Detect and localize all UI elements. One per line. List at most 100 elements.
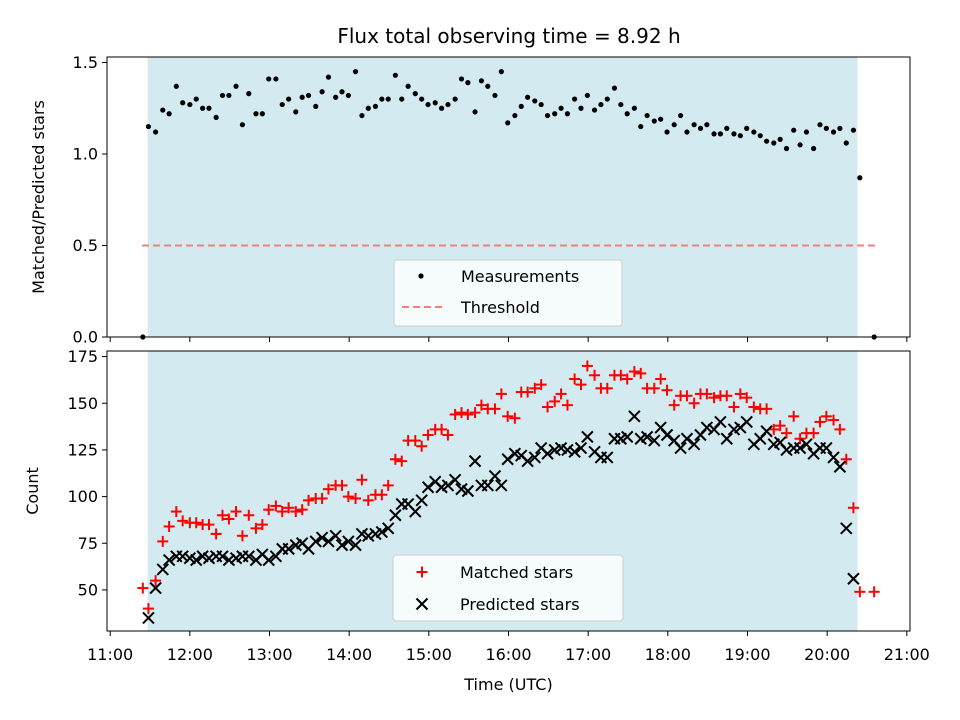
matched-star-point (436, 423, 448, 435)
legend-box (392, 554, 624, 622)
measurement-point (293, 109, 299, 115)
matched-star-point (142, 603, 154, 615)
matched-star-point (840, 453, 852, 465)
y-tick-label: 125 (67, 440, 98, 459)
measurement-point (830, 129, 837, 135)
predicted-star-point (242, 550, 256, 563)
matched-star-point (794, 433, 806, 445)
measurement-point (512, 112, 518, 119)
measurement-point (751, 129, 757, 135)
y-tick-label: 75 (78, 534, 98, 553)
matched-star-point (648, 382, 660, 394)
measurement-point (166, 111, 172, 117)
predicted-star-point (262, 553, 275, 567)
matched-star-point (688, 397, 700, 409)
measurement-point (313, 103, 319, 110)
matched-star-point (768, 423, 780, 435)
predicted-star-point (176, 550, 189, 563)
predicted-star-point (833, 460, 847, 473)
predicted-star-point (142, 611, 155, 625)
measurement-point (578, 105, 584, 111)
measurement-point (572, 96, 578, 102)
measurement-point (359, 112, 365, 119)
predicted-star-point (495, 479, 508, 492)
measurement-point (618, 101, 624, 108)
matched-star-point (150, 575, 162, 587)
measurement-point (791, 127, 797, 133)
measurement-point (757, 133, 763, 139)
ratio-panel-frame (106, 56, 911, 338)
measurement-point (319, 89, 325, 95)
matched-star-point (256, 519, 268, 531)
measurement-point (843, 140, 849, 146)
legend-label-matched: Matched stars (460, 563, 573, 582)
measurement-point (333, 94, 339, 100)
predicted-star-point (628, 410, 641, 423)
measurement-point (325, 74, 332, 80)
measurement-point (273, 76, 279, 82)
measurement-point (432, 100, 438, 106)
y-axis-label-ratio: Matched/Predicted stars (29, 100, 48, 294)
matched-star-point (382, 479, 394, 491)
measurement-point (279, 101, 285, 108)
predicted-star-point (461, 484, 475, 498)
x-axis-ticks: 11:00 12:00 13:00 14:00 15:00 16:00 17:00 18:00… (87, 631, 930, 664)
matched-star-point (502, 410, 514, 422)
x-tick-label: 14:00 (326, 645, 372, 664)
matched-star-point (217, 509, 229, 521)
predicted-star-point (488, 469, 502, 483)
ratio-panel: 0.0 0.5 1.0 1.5 Matched/Predicted stars Mea… (29, 53, 911, 347)
predicted-star-point (389, 509, 402, 522)
matched-star-point (535, 379, 547, 391)
measurement-point (299, 94, 305, 100)
measurement-point (717, 131, 724, 137)
y-axis-label-count: Count (23, 467, 42, 515)
measurement-point (505, 120, 511, 126)
predicted-star-point (680, 432, 694, 445)
matched-star-point (589, 369, 601, 381)
measurement-point (246, 91, 252, 97)
measurement-point (173, 83, 179, 89)
measurement-point (160, 107, 166, 113)
matched-star-point (276, 506, 288, 518)
predicted-star-point (315, 531, 329, 544)
measurement-point (385, 96, 391, 102)
predicted-star-point (322, 535, 335, 548)
predicted-star-point (847, 572, 860, 585)
measurement-point (803, 129, 810, 135)
matched-star-point (489, 403, 501, 415)
predicted-star-point (202, 551, 216, 565)
matched-star-point (376, 489, 388, 501)
matched-star-point (449, 408, 461, 420)
legend-label-measurements: Measurements (461, 267, 579, 286)
matched-star-point (808, 427, 820, 439)
x-tick-label: 19:00 (724, 645, 770, 664)
measurement-point (552, 111, 558, 117)
measurement-point (691, 122, 697, 128)
count-legend: Matched stars Predicted stars (392, 554, 624, 622)
matched-star-point (621, 373, 633, 385)
matched-star-point (728, 401, 740, 413)
measurement-point (452, 96, 458, 102)
measurement-point (797, 142, 803, 148)
predicted-star-point (382, 522, 395, 535)
predicted-star-point (342, 535, 355, 548)
matched-star-point (774, 420, 786, 432)
predicted-star-point (375, 525, 389, 539)
y-tick-label: 1.5 (73, 53, 98, 72)
measurement-point (465, 80, 471, 86)
predicted-star-point (421, 481, 435, 494)
matched-star-point (495, 388, 507, 400)
legend-label-threshold: Threshold (460, 298, 540, 317)
predicted-star-point (349, 538, 362, 552)
legend-box (393, 259, 623, 327)
x-tick-label: 15:00 (406, 645, 452, 664)
measurement-point (611, 85, 618, 91)
measurement-point (532, 98, 538, 104)
predicted-star-point (740, 415, 753, 429)
predicted-star-point (222, 553, 236, 567)
matched-star-point (661, 384, 673, 396)
matched-star-point (223, 513, 235, 525)
measurement-point (737, 133, 743, 139)
measurement-point (823, 125, 829, 131)
